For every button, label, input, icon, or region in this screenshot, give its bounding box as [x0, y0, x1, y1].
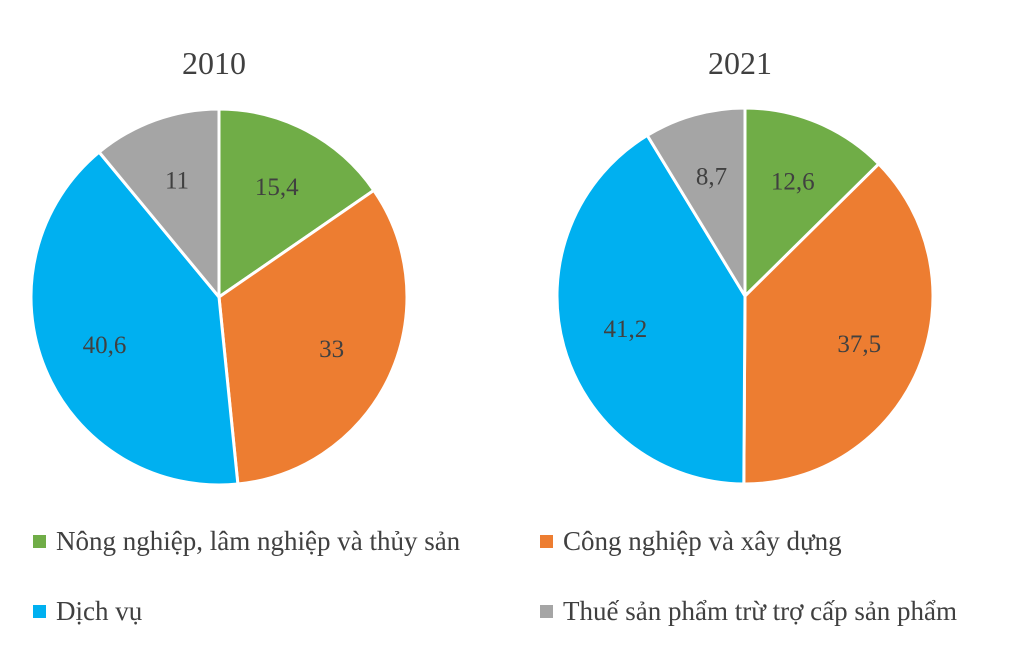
slice-label-2021-services: 41,2: [604, 316, 648, 343]
slice-2010-services: [29, 150, 240, 487]
legend-item-taxes: Thuế sản phẩm trừ trợ cấp sản phẩm: [540, 596, 957, 627]
legend-item-services: Dịch vụ: [33, 596, 142, 627]
slice-label-2021-taxes: 8,7: [696, 164, 727, 191]
legend-label-services: Dịch vụ: [56, 596, 143, 626]
legend-label-taxes: Thuế sản phẩm trừ trợ cấp sản phẩm: [563, 596, 958, 626]
pie-charts: 2010 15,4 33 40,6 11 2021 12,6 37,5 41,2 8,7: [29, 45, 935, 487]
slice-2010-agriculture: [217, 107, 376, 300]
slice-label-2021-agriculture: 12,6: [771, 169, 815, 196]
pie-chart-2010: 2010 15,4 33 40,6 11: [29, 45, 409, 487]
pie-title-2021: 2021: [708, 45, 772, 81]
slice-label-2010-services: 40,6: [83, 332, 127, 359]
slice-2021-industry: [742, 161, 935, 486]
slice-2010-taxes: [97, 107, 221, 302]
legend-swatch-agriculture: [33, 535, 46, 548]
pie-chart-2021: 2021 12,6 37,5 41,2 8,7: [555, 45, 935, 486]
pie-title-2010: 2010: [182, 45, 246, 81]
slice-2010-industry: [217, 188, 409, 486]
legend-swatch-taxes: [540, 605, 553, 618]
slice-2021-agriculture: [743, 106, 881, 300]
legend-swatch-industry: [540, 535, 553, 548]
legend-swatch-services: [33, 605, 46, 618]
legend-label-industry: Công nghiệp và xây dựng: [563, 526, 842, 556]
slice-label-2010-industry: 33: [319, 336, 344, 363]
legend-item-industry: Công nghiệp và xây dựng: [540, 526, 842, 557]
slice-label-2021-industry: 37,5: [837, 331, 881, 358]
slice-label-2010-agriculture: 15,4: [255, 174, 299, 201]
legend-label-agriculture: Nông nghiệp, lâm nghiệp và thủy sản: [56, 526, 461, 556]
slice-2021-taxes: [645, 106, 747, 302]
slice-2021-services: [555, 133, 747, 486]
legend-item-agriculture: Nông nghiệp, lâm nghiệp và thủy sản: [33, 526, 460, 557]
slice-label-2010-taxes: 11: [165, 167, 189, 194]
legend: Nông nghiệp, lâm nghiệp và thủy sản Công…: [0, 512, 1022, 649]
